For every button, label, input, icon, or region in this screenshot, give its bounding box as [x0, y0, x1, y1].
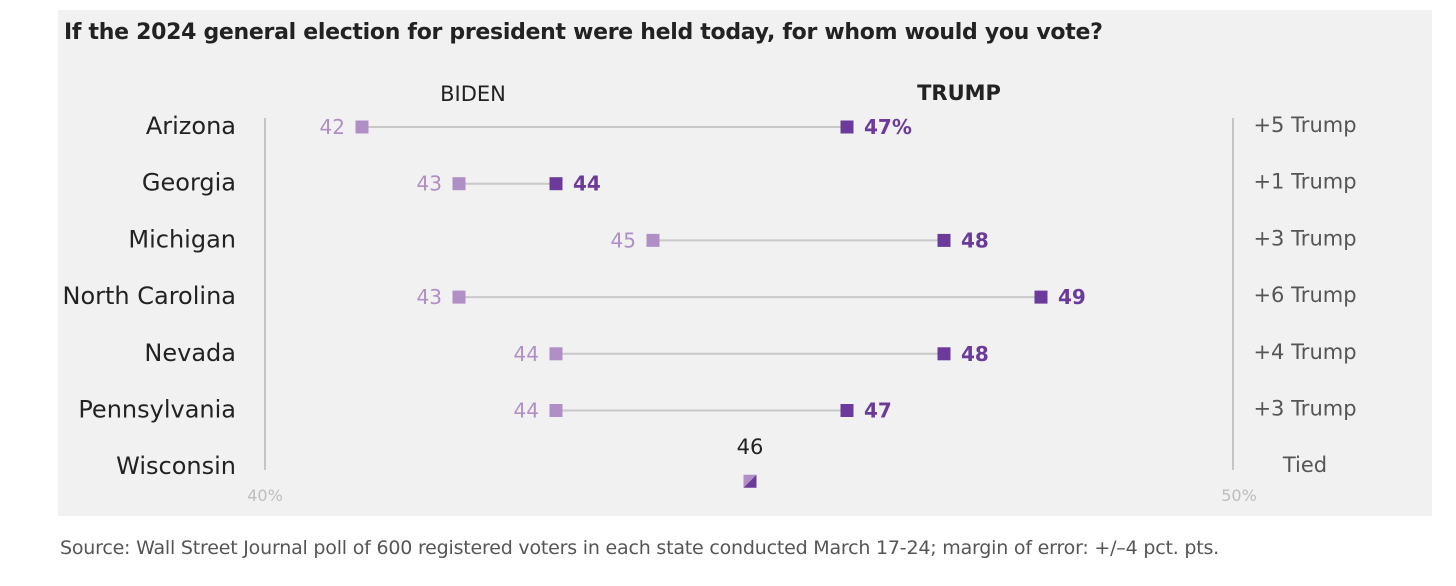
series-header-biden: BIDEN: [440, 82, 506, 106]
biden-marker: [549, 404, 563, 417]
trump-marker: [549, 177, 563, 191]
biden-marker: [355, 120, 369, 134]
axis-tick-max: 50%: [1221, 486, 1257, 505]
chart-rows: Arizona +5 Trump 42 47% Georgia +1 Trump 43 44 M…: [63, 112, 1357, 488]
chart-title: If the 2024 general election for preside…: [64, 20, 1103, 45]
biden-value-label: 43: [417, 285, 442, 309]
biden-value-label: 45: [611, 228, 636, 252]
trump-value-label: 49: [1058, 285, 1086, 309]
margin-label: +3 Trump: [1253, 397, 1356, 421]
biden-value-label: 43: [417, 172, 442, 196]
trump-value-label: 48: [961, 228, 989, 252]
margin-label: +5 Trump: [1253, 113, 1356, 137]
margin-label: +4 Trump: [1253, 340, 1356, 364]
biden-marker: [452, 177, 466, 191]
biden-value-label: 44: [514, 342, 539, 366]
chart-panel: [58, 10, 1432, 516]
tied-marker-trump-half: [743, 474, 757, 488]
state-label: Georgia: [142, 169, 236, 197]
trump-value-label: 48: [961, 342, 989, 366]
margin-label: +1 Trump: [1253, 170, 1356, 194]
biden-marker: [646, 233, 660, 247]
margin-label: +3 Trump: [1253, 226, 1356, 250]
trump-value-label: 47%: [864, 115, 912, 139]
state-label: Arizona: [146, 112, 236, 140]
source-note: Source: Wall Street Journal poll of 600 …: [60, 537, 1220, 559]
trump-marker: [1034, 290, 1048, 304]
state-label: Michigan: [128, 225, 236, 253]
axis-tick-min: 40%: [247, 486, 283, 505]
margin-label: +6 Trump: [1253, 283, 1356, 307]
state-label: Pennsylvania: [78, 396, 236, 424]
biden-marker: [549, 347, 563, 361]
state-label: North Carolina: [63, 282, 237, 310]
trump-marker: [937, 347, 951, 361]
trump-marker: [937, 233, 951, 247]
trump-marker: [840, 404, 854, 417]
biden-value-label: 42: [320, 115, 345, 139]
trump-value-label: 47: [864, 399, 892, 423]
margin-label: Tied: [1282, 453, 1327, 477]
state-label: Nevada: [144, 339, 236, 367]
state-label: Wisconsin: [116, 452, 236, 480]
tied-value-label: 46: [737, 435, 764, 459]
biden-value-label: 44: [514, 399, 539, 423]
series-header-trump: TRUMP: [917, 81, 1001, 105]
biden-marker: [452, 290, 466, 304]
trump-value-label: 44: [573, 172, 601, 196]
trump-marker: [840, 120, 854, 134]
